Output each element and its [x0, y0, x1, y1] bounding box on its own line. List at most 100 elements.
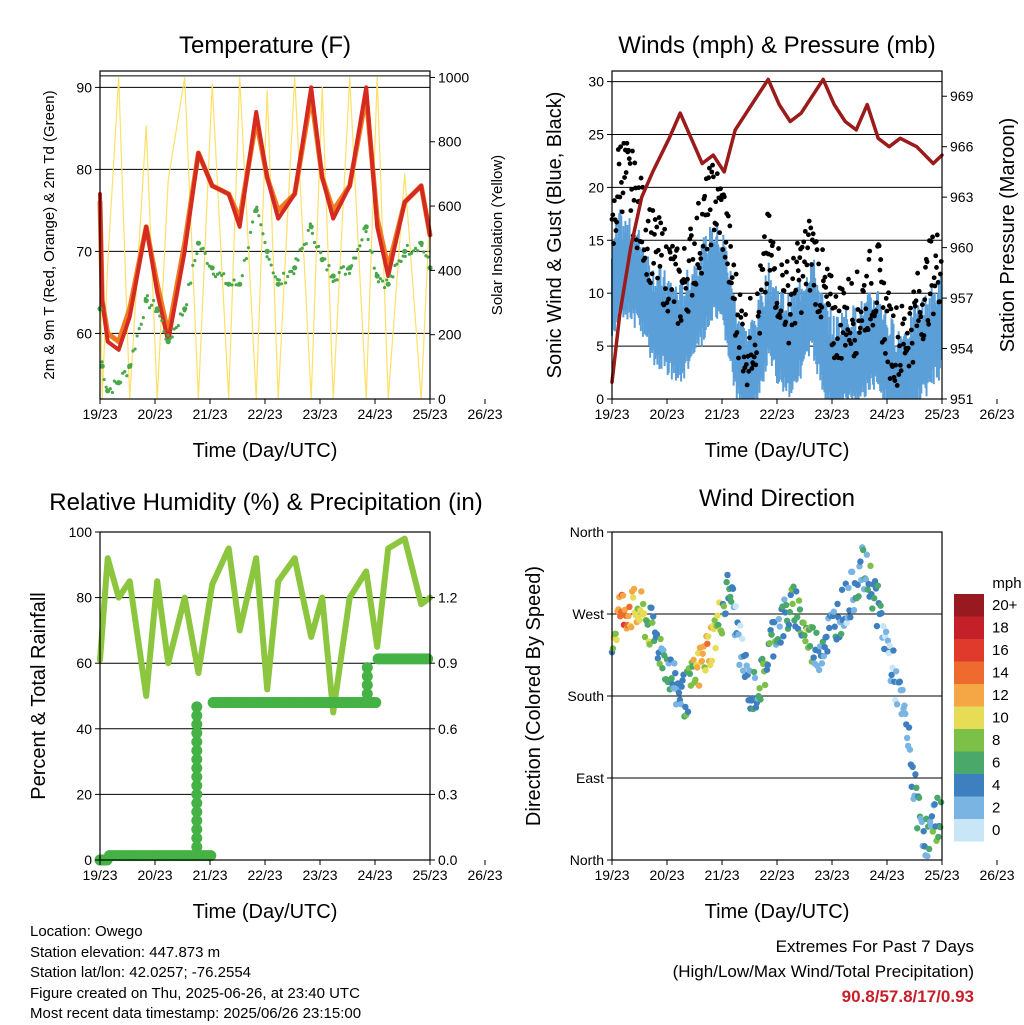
speed-legend-label: 18: [992, 620, 1009, 637]
dewpoint-point: [372, 266, 376, 270]
humidity-ytick-label: 80: [76, 590, 92, 606]
dewpoint-point: [141, 316, 145, 320]
precip-point: [361, 688, 373, 700]
direction-point: [924, 852, 931, 860]
precip-point: [191, 745, 203, 757]
dewpoint-point: [409, 251, 414, 255]
direction-point: [759, 655, 766, 663]
winds-ytick-label: 20: [588, 179, 604, 195]
gust-point: [686, 258, 692, 264]
direction-point: [806, 642, 814, 650]
humidity-ytick-label: 0: [84, 852, 92, 868]
dewpoint-point: [362, 227, 366, 231]
winds-xtick-label: 22/23: [759, 406, 794, 422]
direction-point: [756, 685, 763, 692]
direction-point: [648, 604, 655, 611]
dewpoint-point: [261, 232, 265, 236]
direction-point: [781, 596, 788, 603]
gust-point: [934, 265, 939, 270]
temperature-ytick-label: 80: [76, 161, 92, 177]
gust-point: [622, 175, 627, 180]
gust-point: [803, 281, 809, 287]
humidity-ytick-label: 20: [76, 786, 92, 802]
direction-point: [845, 584, 852, 592]
direction-point: [654, 655, 662, 662]
gust-point: [776, 246, 781, 251]
direction-point: [896, 678, 904, 685]
temperature-plot-frame: [99, 70, 431, 400]
gust-point: [777, 315, 783, 320]
gust-point: [922, 297, 928, 303]
gust-point: [806, 232, 811, 238]
winds-xtick-label: 23/23: [814, 406, 849, 422]
gust-point: [857, 325, 863, 331]
humidity-xtick-label: 24/23: [357, 867, 392, 883]
gust-point: [884, 308, 890, 314]
gust-point: [713, 199, 719, 205]
dewpoint-point: [391, 275, 395, 279]
direction-point: [870, 595, 878, 602]
gust-point: [833, 294, 839, 299]
gust-point: [925, 318, 931, 323]
gust-point: [781, 288, 787, 294]
gust-point: [659, 231, 665, 236]
gust-point: [794, 259, 800, 265]
precip-point: [191, 850, 203, 862]
direction-point: [865, 580, 872, 588]
gust-point: [897, 362, 903, 368]
gust-point: [644, 246, 650, 252]
gust-point: [732, 296, 737, 302]
direction-point: [743, 662, 750, 669]
humidity-title: Relative Humidity (%) & Precipitation (i…: [49, 489, 482, 516]
dewpoint-point: [248, 230, 253, 234]
gust-point: [764, 281, 770, 287]
gust-point: [731, 262, 737, 268]
gust-point: [883, 295, 889, 301]
gust-point: [778, 308, 784, 314]
gust-point: [700, 243, 706, 249]
dewpoint-point: [257, 214, 261, 218]
dewpoint-point: [191, 263, 195, 267]
precip-point: [191, 736, 203, 748]
gust-point: [927, 291, 933, 297]
humidity-xtick-label: 23/23: [302, 867, 337, 883]
direction-point: [714, 612, 721, 619]
gust-point: [718, 197, 724, 203]
direction-point: [678, 683, 685, 690]
gust-point: [696, 200, 701, 206]
winds-xtick-label: 26/23: [979, 406, 1014, 422]
dewpoint-point: [335, 278, 339, 282]
dewpoint-point: [133, 347, 137, 351]
direction-point: [723, 578, 730, 586]
speed-legend-title: mph: [992, 575, 1021, 592]
gust-point: [807, 287, 813, 293]
gust-point: [820, 278, 826, 284]
gust-point: [819, 304, 825, 310]
dewpoint-point: [312, 240, 317, 245]
gust-point: [644, 272, 649, 277]
gust-point: [656, 215, 662, 220]
direction-point: [862, 576, 870, 583]
gust-point: [666, 296, 671, 302]
dewpoint-point: [99, 363, 105, 369]
winds-ytick-label: 25: [588, 126, 604, 142]
gust-point: [672, 254, 678, 260]
gust-point: [784, 269, 789, 275]
gust-point: [930, 234, 935, 240]
direction-point: [857, 558, 864, 565]
gust-point: [630, 148, 635, 154]
gust-point: [798, 310, 804, 316]
dewpoint-point: [143, 296, 147, 301]
direction-point: [906, 746, 914, 753]
gust-point: [757, 330, 763, 336]
dewpoint-point: [271, 271, 275, 275]
gust-point: [858, 309, 864, 315]
gust-point: [754, 291, 760, 297]
direction-ytick-label: North: [570, 524, 604, 540]
gust-point: [683, 285, 689, 291]
direction-point: [659, 665, 666, 672]
direction-point: [837, 630, 845, 638]
gust-point: [792, 320, 798, 326]
gust-point: [823, 284, 829, 290]
gust-point: [714, 222, 719, 227]
